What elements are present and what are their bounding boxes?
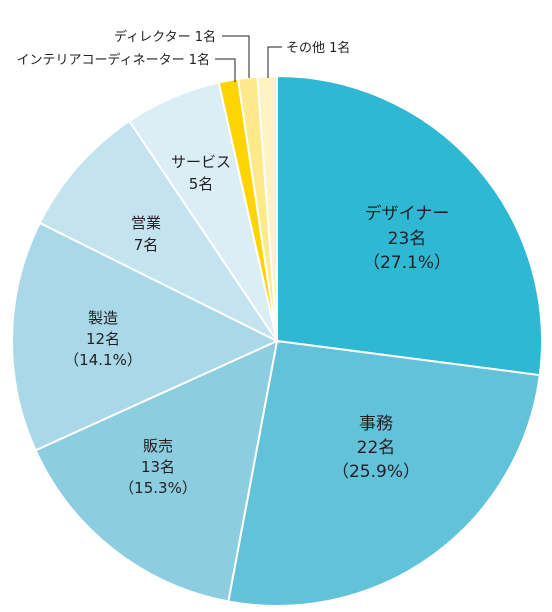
- pie-slice-9: [256, 74, 278, 342]
- label-jimu-name: 事務: [359, 414, 393, 434]
- label-other: その他 1名: [286, 40, 350, 56]
- pie-slice-1: [276, 74, 543, 377]
- label-jimu-count: 22名: [357, 438, 396, 458]
- label-eigyo-name: 営業: [131, 214, 161, 232]
- leader-line-director: [222, 35, 250, 78]
- leader-line-other: [267, 46, 282, 78]
- label-designer-pct: （27.1%）: [363, 253, 451, 273]
- label-hanbai-name: 販売: [143, 437, 173, 455]
- label-eigyo-count: 7名: [134, 236, 159, 254]
- pie-slice-5: [38, 119, 280, 344]
- leader-lines: [215, 35, 282, 82]
- label-service-name: サービス: [171, 153, 231, 171]
- pie-slice-4: [11, 221, 280, 452]
- label-director: ディレクター 1名: [114, 29, 216, 45]
- label-service-count: 5名: [189, 175, 214, 193]
- label-hanbai-pct: （15.3%）: [119, 479, 197, 497]
- label-jimu-pct: （25.9%）: [332, 462, 420, 482]
- label-hanbai-count: 13名: [141, 458, 175, 476]
- pie-slices: [11, 74, 543, 607]
- label-seizo-count: 12名: [86, 330, 120, 348]
- label-designer-name: デザイナー: [365, 203, 450, 224]
- label-seizo-pct: （14.1%）: [64, 351, 142, 369]
- pie-slice-3: [34, 339, 279, 603]
- label-seizo-name: 製造: [88, 309, 118, 327]
- label-designer-count: 23名: [388, 229, 427, 249]
- leader-line-interior: [215, 58, 236, 82]
- pie-slice-2: [227, 339, 541, 607]
- label-interior: インテリアコーディネーター 1名: [17, 52, 211, 68]
